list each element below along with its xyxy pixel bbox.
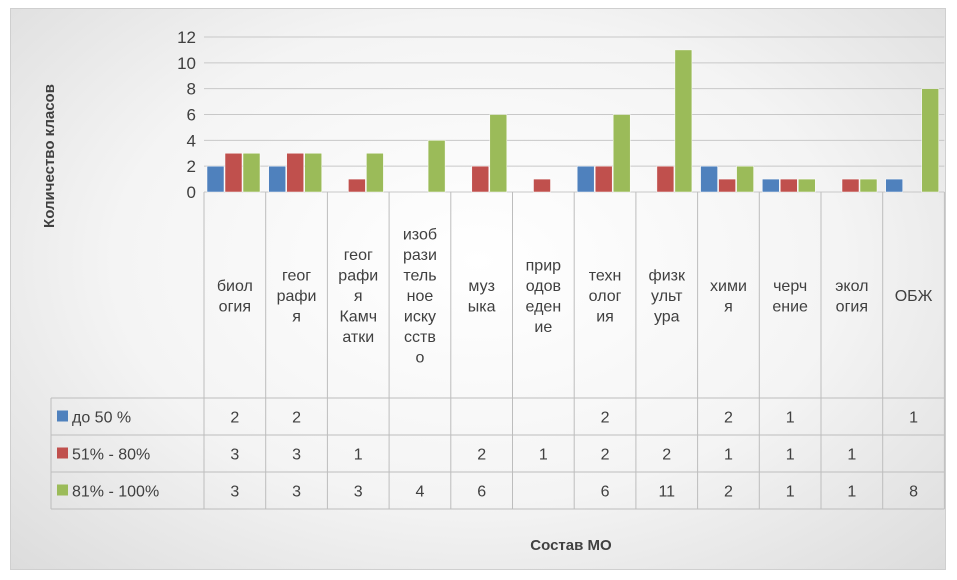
bar	[286, 153, 304, 193]
bar	[841, 178, 860, 193]
bar	[304, 153, 322, 193]
bar	[798, 178, 816, 193]
y-tick-label: 6	[187, 106, 196, 125]
bar	[206, 165, 225, 193]
table-value: 3	[230, 484, 239, 501]
legend-key-icon	[57, 447, 68, 459]
table-value: 1	[847, 447, 856, 464]
bar	[612, 114, 631, 193]
y-tick-label: 4	[187, 131, 196, 150]
table-value: 2	[292, 410, 301, 427]
bar	[780, 178, 798, 193]
category-label: геог рафи я Камч атки	[338, 247, 378, 346]
category-label: прир одов еден ие	[526, 257, 562, 336]
table-value: 1	[354, 447, 363, 464]
y-axis-ticks: 0 2 4 6 8 10 12	[177, 28, 196, 202]
x-axis-title: Состав МО	[530, 537, 612, 554]
data-table: биол огия геог рафи я геог рафи я Камч атки изоб ра…	[50, 192, 945, 510]
table-value: 2	[724, 410, 733, 427]
table-value: 1	[786, 410, 795, 427]
bar	[594, 165, 613, 193]
bar	[366, 153, 384, 193]
bar	[224, 153, 243, 193]
category-label: экол огия	[835, 278, 868, 316]
chart-frame: 0 2 4 6 8 10 12 биол огия геог рафи я геог рафи я Камч…	[10, 8, 946, 570]
bar	[762, 178, 780, 193]
y-tick-label: 2	[187, 157, 196, 176]
legend-label: 81% - 100%	[72, 484, 159, 501]
y-tick-label: 8	[187, 80, 196, 99]
y-tick-label: 12	[177, 28, 196, 47]
table-value: 3	[292, 484, 301, 501]
table-value: 2	[601, 447, 610, 464]
category-label: ОБЖ	[895, 288, 933, 305]
legend-key-icon	[57, 484, 68, 496]
category-label: геог рафи я	[277, 268, 317, 326]
bar	[268, 165, 286, 193]
bar	[674, 49, 693, 193]
bar	[427, 140, 446, 193]
bar	[718, 178, 736, 193]
bar	[700, 165, 718, 193]
bar	[736, 165, 754, 193]
table-value: 1	[724, 447, 733, 464]
y-tick-label: 0	[187, 183, 196, 202]
category-label: изоб рази тель ное иску сств о	[403, 227, 437, 367]
table-value: 11	[658, 484, 675, 501]
bar	[859, 178, 878, 193]
table-value: 8	[909, 484, 918, 501]
legend-label: до 50 %	[72, 410, 131, 427]
bar	[885, 178, 903, 193]
table-value: 3	[292, 447, 301, 464]
legend-key-icon	[57, 410, 68, 422]
table-value: 1	[909, 410, 918, 427]
grid-lines	[204, 36, 945, 193]
table-value: 1	[786, 484, 795, 501]
table-value: 1	[847, 484, 856, 501]
table-value: 1	[786, 447, 795, 464]
table-value: 1	[539, 447, 548, 464]
table-value: 2	[230, 410, 239, 427]
y-tick-label: 10	[177, 54, 196, 73]
table-value: 2	[601, 410, 610, 427]
bar	[471, 165, 490, 193]
table-value: 2	[477, 447, 486, 464]
bar	[656, 165, 675, 193]
table-value: 2	[724, 484, 733, 501]
y-axis-title: Количество класов	[41, 84, 58, 228]
table-value: 4	[415, 484, 424, 501]
table-value: 3	[354, 484, 363, 501]
bar	[921, 88, 939, 193]
bar	[242, 153, 261, 193]
category-label: техн олог ия	[589, 268, 622, 326]
category-label: муз ыка	[468, 278, 496, 316]
table-value: 3	[230, 447, 239, 464]
legend-label: 51% - 80%	[72, 447, 150, 464]
category-label: физк ульт ура	[649, 268, 686, 326]
table-value: 6	[601, 484, 610, 501]
bar	[576, 165, 595, 193]
bar	[533, 178, 551, 193]
category-label: черч ение	[772, 278, 808, 316]
table-value: 6	[477, 484, 486, 501]
category-label: биол огия	[217, 278, 253, 316]
bar	[348, 178, 366, 193]
bar	[489, 114, 508, 193]
table-value: 2	[662, 447, 671, 464]
bars	[206, 49, 939, 193]
category-label: хими я	[710, 278, 747, 316]
